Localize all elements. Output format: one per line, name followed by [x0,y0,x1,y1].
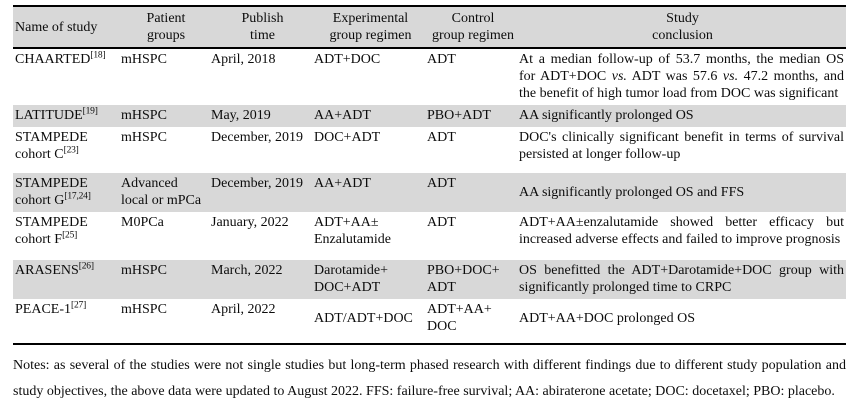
experimental-regimen-cell: ADT+AA± Enzalutamide [314,215,391,247]
patient-groups-cell: M0PCa [121,215,164,230]
paper-table-page: Name of study Patient groups Publish tim… [13,5,846,399]
table-row: STAMPEDE cohort G[17,24] Advanced local … [13,173,846,212]
patient-groups-cell: Advanced local or mPCa [121,176,202,208]
table-row: PEACE-1[27] mHSPC April, 2022 ADT/ADT+DO… [13,299,846,344]
patient-groups-cell: mHSPC [121,263,167,278]
table-row: STAMPEDE cohort F[25] M0PCa January, 202… [13,212,846,260]
column-header-study-conclusion: Study conclusion [519,6,846,49]
study-name-cell: STAMPEDE cohort F[25] [13,212,121,260]
column-header-patient-groups: Patient groups [121,6,211,49]
table-footnotes: Notes: as several of the studies were no… [13,358,846,399]
study-conclusion-cell: ADT+AA±enzalutamide showed better effica… [519,215,844,247]
control-regimen-cell: PBO+DOC+ ADT [427,263,500,295]
publish-time-cell: March, 2022 [211,263,283,278]
study-name: ARASENS [15,263,79,278]
control-regimen-cell: ADT+AA+ DOC [427,302,492,334]
experimental-regimen-cell: DOC+ADT [314,130,381,145]
study-conclusion-cell: ADT+AA+DOC prolonged OS [519,310,696,326]
study-conclusion-cell: AA significantly prolonged OS and FFS [519,184,745,200]
study-conclusion-cell: DOC's clinically significant benefit in … [519,130,844,162]
studies-table: Name of study Patient groups Publish tim… [13,5,846,345]
table-row: LATITUDE[19] mHSPC May, 2019 AA+ADT PBO+… [13,105,846,127]
patient-groups-cell: mHSPC [121,302,167,317]
publish-time-cell: January, 2022 [211,215,289,230]
study-name-cell: PEACE-1[27] [13,299,121,344]
study-name-cell: STAMPEDE cohort C[23] [13,127,121,173]
study-conclusion-cell: AA significantly prolonged OS [519,108,694,123]
control-regimen-cell: ADT [427,52,456,67]
citation-reference: [18] [90,50,106,61]
citation-reference: [26] [78,261,94,272]
study-name: STAMPEDE cohort C [15,130,88,162]
publish-time-cell: December, 2019 [211,176,303,191]
experimental-regimen-cell: AA+ADT [314,176,371,191]
experimental-regimen-cell: Darotamide+ DOC+ADT [314,263,388,295]
patient-groups-cell: mHSPC [121,130,167,145]
study-name-cell: ARASENS[26] [13,260,121,299]
patient-groups-cell: mHSPC [121,52,167,67]
citation-reference: [17,24] [64,191,91,202]
column-header-control-regimen: Control group regimen [427,6,519,49]
study-conclusion-cell: At a median follow-up of 53.7 months, th… [519,52,844,101]
citation-reference: [23] [63,145,79,156]
table-header-row: Name of study Patient groups Publish tim… [13,6,846,49]
table-row: STAMPEDE cohort C[23] mHSPC December, 20… [13,127,846,173]
citation-reference: [19] [82,106,98,117]
experimental-regimen-cell: ADT/ADT+DOC [314,310,413,326]
control-regimen-cell: PBO+ADT [427,108,491,123]
study-name: STAMPEDE cohort G [15,176,88,208]
study-name: LATITUDE [15,108,83,123]
publish-time-cell: December, 2019 [211,130,303,145]
column-header-publish-time: Publish time [211,6,314,49]
control-regimen-cell: ADT [427,215,456,230]
column-header-experimental-regimen: Experimental group regimen [314,6,427,49]
column-header-name-of-study: Name of study [13,6,121,49]
experimental-regimen-cell: ADT+DOC [314,52,381,67]
table-body: CHAARTED[18] mHSPC April, 2018 ADT+DOC A… [13,48,846,344]
study-name-cell: STAMPEDE cohort G[17,24] [13,173,121,212]
study-name: PEACE-1 [15,302,71,317]
study-name: STAMPEDE cohort F [15,215,88,247]
table-row: ARASENS[26] mHSPC March, 2022 Darotamide… [13,260,846,299]
control-regimen-cell: ADT [427,130,456,145]
publish-time-cell: May, 2019 [211,108,271,123]
publish-time-cell: April, 2018 [211,52,276,67]
study-name: CHAARTED [15,52,91,67]
study-name-cell: CHAARTED[18] [13,48,121,105]
control-regimen-cell: ADT [427,176,456,191]
study-name-cell: LATITUDE[19] [13,105,121,127]
study-conclusion-cell: OS benefitted the ADT+Darotamide+DOC gro… [519,263,844,295]
table-row: CHAARTED[18] mHSPC April, 2018 ADT+DOC A… [13,48,846,105]
publish-time-cell: April, 2022 [211,302,276,317]
citation-reference: [27] [71,300,87,311]
patient-groups-cell: mHSPC [121,108,167,123]
citation-reference: [25] [62,230,78,241]
experimental-regimen-cell: AA+ADT [314,108,371,123]
